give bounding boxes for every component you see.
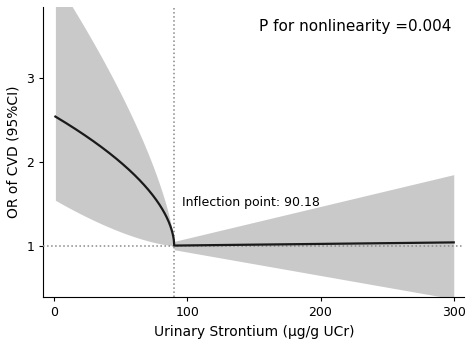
Text: P for nonlinearity =0.004: P for nonlinearity =0.004 — [259, 19, 452, 34]
Y-axis label: OR of CVD (95%CI): OR of CVD (95%CI) — [7, 86, 21, 218]
X-axis label: Urinary Strontium (μg/g UCr): Urinary Strontium (μg/g UCr) — [154, 325, 354, 339]
Text: Inflection point: 90.18: Inflection point: 90.18 — [182, 195, 320, 209]
